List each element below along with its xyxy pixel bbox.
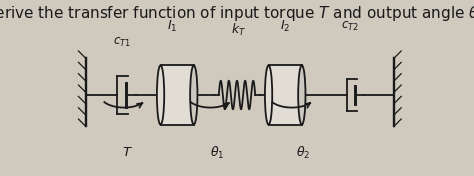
Ellipse shape xyxy=(298,65,305,125)
Text: $\theta_1$: $\theta_1$ xyxy=(210,144,224,161)
Ellipse shape xyxy=(157,65,164,125)
Text: $c_{T1}$: $c_{T1}$ xyxy=(113,36,131,49)
Text: $\theta_2$: $\theta_2$ xyxy=(296,144,310,161)
Text: $c_{T2}$: $c_{T2}$ xyxy=(341,20,359,33)
Ellipse shape xyxy=(265,65,272,125)
Text: $I_1$: $I_1$ xyxy=(167,19,177,34)
Text: $I_2$: $I_2$ xyxy=(280,19,291,34)
Text: $k_T$: $k_T$ xyxy=(231,22,246,38)
Bar xyxy=(269,65,302,125)
Text: Derive the transfer function of input torque $T$ and output angle $\theta_2$.: Derive the transfer function of input to… xyxy=(0,4,474,23)
Ellipse shape xyxy=(190,65,198,125)
Bar xyxy=(161,65,194,125)
Text: $T$: $T$ xyxy=(122,146,133,159)
